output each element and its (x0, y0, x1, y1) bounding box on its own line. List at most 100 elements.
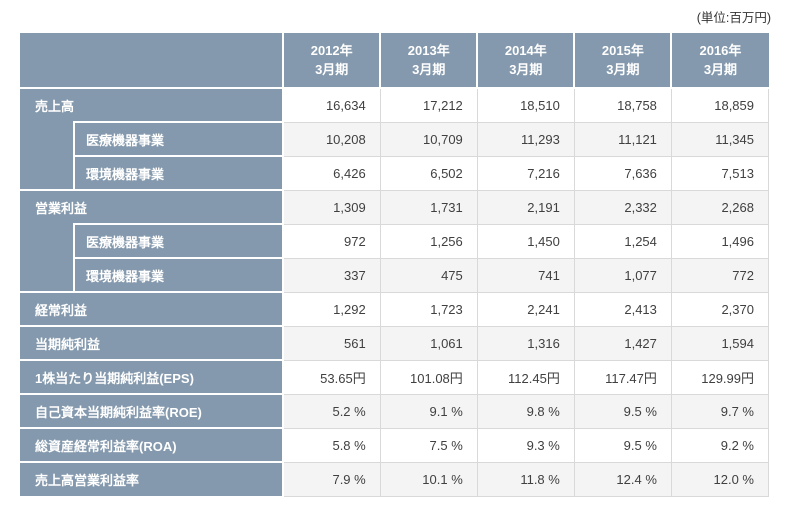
cell-value: 11,121 (573, 121, 672, 157)
cell-value: 6,502 (379, 155, 478, 191)
cell-value: 5.2 % (282, 393, 381, 429)
cell-value: 337 (282, 257, 381, 293)
cell-value: 9.5 % (573, 427, 672, 463)
cell-value: 1,292 (282, 291, 381, 327)
year-text: 2016年 (699, 43, 742, 58)
cell-value: 101.08円 (379, 359, 478, 395)
table-row-roe: 自己資本当期純利益率(ROE) 5.2 % 9.1 % 9.8 % 9.5 % … (20, 393, 770, 429)
cell-value: 561 (282, 325, 381, 361)
table-header: 2012年 3月期 2013年 3月期 2014年 3月期 2015年 3月期 2016… (20, 33, 769, 89)
cell-value: 9.3 % (476, 427, 575, 463)
cell-value: 475 (379, 257, 478, 293)
cell-value: 10,709 (379, 121, 478, 157)
period-text: 3月期 (315, 62, 349, 77)
cell-value: 9.2 % (670, 427, 770, 463)
cell-value: 1,254 (573, 223, 672, 259)
period-text: 3月期 (509, 62, 543, 77)
cell-value: 741 (476, 257, 575, 293)
column-header-2015: 2015年 3月期 (573, 33, 672, 89)
unit-label: (単位:百万円) (696, 11, 771, 25)
year-text: 2013年 (407, 43, 450, 58)
cell-value: 53.65円 (282, 359, 381, 395)
year-text: 2012年 (310, 43, 353, 58)
row-sublabel: 医療機器事業 (73, 121, 284, 156)
cell-value: 1,077 (573, 257, 672, 293)
table-body: 売上高 16,634 17,212 18,510 18,758 18,859 医… (20, 87, 770, 497)
row-indent (20, 156, 75, 190)
cell-value: 772 (670, 257, 770, 293)
row-label: 自己資本当期純利益率(ROE) (20, 393, 284, 428)
corner-header (20, 33, 284, 89)
cell-value: 2,191 (476, 189, 575, 225)
cell-value: 9.8 % (476, 393, 575, 429)
row-label: 経常利益 (20, 291, 284, 326)
cell-value: 11.8 % (476, 461, 575, 497)
cell-value: 9.1 % (379, 393, 478, 429)
cell-value: 7,513 (670, 155, 770, 191)
column-header-2012: 2012年 3月期 (282, 33, 381, 89)
period-text: 3月期 (412, 62, 446, 77)
table-row-environment-sales: 環境機器事業 6,426 6,502 7,216 7,636 7,513 (20, 155, 770, 191)
row-sublabel: 環境機器事業 (73, 155, 284, 190)
row-label: 売上高 (20, 87, 284, 122)
column-header-2014: 2014年 3月期 (476, 33, 575, 89)
cell-value: 10.1 % (379, 461, 478, 497)
cell-value: 1,731 (379, 189, 478, 225)
header-row: 2012年 3月期 2013年 3月期 2014年 3月期 2015年 3月期 2016… (20, 33, 769, 89)
cell-value: 11,293 (476, 121, 575, 157)
cell-value: 129.99円 (670, 359, 770, 395)
column-header-2016: 2016年 3月期 (670, 33, 769, 89)
row-label: 1株当たり当期純利益(EPS) (20, 359, 284, 394)
cell-value: 10,208 (282, 121, 381, 157)
table-row-medical-operating-income: 医療機器事業 972 1,256 1,450 1,254 1,496 (20, 223, 770, 259)
table-row-operating-margin: 売上高営業利益率 7.9 % 10.1 % 11.8 % 12.4 % 12.0… (20, 461, 770, 497)
cell-value: 972 (282, 223, 381, 259)
row-indent (20, 224, 75, 258)
table-row-environment-operating-income: 環境機器事業 337 475 741 1,077 772 (20, 257, 770, 293)
cell-value: 7.5 % (379, 427, 478, 463)
row-label: 売上高営業利益率 (20, 461, 284, 496)
cell-value: 17,212 (379, 87, 478, 123)
cell-value: 1,061 (379, 325, 478, 361)
cell-value: 2,413 (573, 291, 672, 327)
cell-value: 1,427 (573, 325, 672, 361)
cell-value: 5.8 % (282, 427, 381, 463)
cell-value: 16,634 (282, 87, 381, 123)
period-text: 3月期 (703, 62, 738, 77)
row-indent (20, 258, 75, 292)
row-label: 営業利益 (20, 189, 284, 224)
table-row-ordinary-income: 経常利益 1,292 1,723 2,241 2,413 2,370 (20, 291, 770, 327)
year-text: 2014年 (504, 43, 547, 58)
table-row-net-sales: 売上高 16,634 17,212 18,510 18,758 18,859 (20, 87, 770, 123)
cell-value: 18,758 (573, 87, 672, 123)
financial-highlights-table: 2012年 3月期 2013年 3月期 2014年 3月期 2015年 3月期 2016… (20, 33, 770, 497)
cell-value: 112.45円 (476, 359, 575, 395)
cell-value: 2,241 (476, 291, 575, 327)
cell-value: 1,723 (379, 291, 478, 327)
table-row-medical-sales: 医療機器事業 10,208 10,709 11,293 11,121 11,34… (20, 121, 770, 157)
column-header-2013: 2013年 3月期 (379, 33, 478, 89)
cell-value: 9.5 % (573, 393, 672, 429)
table-row-eps: 1株当たり当期純利益(EPS) 53.65円 101.08円 112.45円 1… (20, 359, 770, 395)
cell-value: 12.4 % (573, 461, 672, 497)
row-indent (20, 122, 75, 156)
row-label: 当期純利益 (20, 325, 284, 360)
row-label: 総資産経常利益率(ROA) (20, 427, 284, 462)
cell-value: 1,309 (282, 189, 381, 225)
cell-value: 2,370 (670, 291, 770, 327)
cell-value: 1,256 (379, 223, 478, 259)
cell-value: 1,496 (670, 223, 770, 259)
year-text: 2015年 (601, 43, 644, 58)
cell-value: 12.0 % (670, 461, 770, 497)
cell-value: 11,345 (670, 121, 770, 157)
table-row-roa: 総資産経常利益率(ROA) 5.8 % 7.5 % 9.3 % 9.5 % 9.… (20, 427, 770, 463)
cell-value: 18,510 (476, 87, 575, 123)
cell-value: 18,859 (670, 87, 770, 123)
row-sublabel: 医療機器事業 (73, 223, 284, 258)
cell-value: 9.7 % (670, 393, 770, 429)
cell-value: 117.47円 (573, 359, 672, 395)
period-text: 3月期 (606, 62, 640, 77)
row-sublabel: 環境機器事業 (73, 257, 284, 292)
table-row-net-income: 当期純利益 561 1,061 1,316 1,427 1,594 (20, 325, 770, 361)
cell-value: 1,594 (670, 325, 770, 361)
